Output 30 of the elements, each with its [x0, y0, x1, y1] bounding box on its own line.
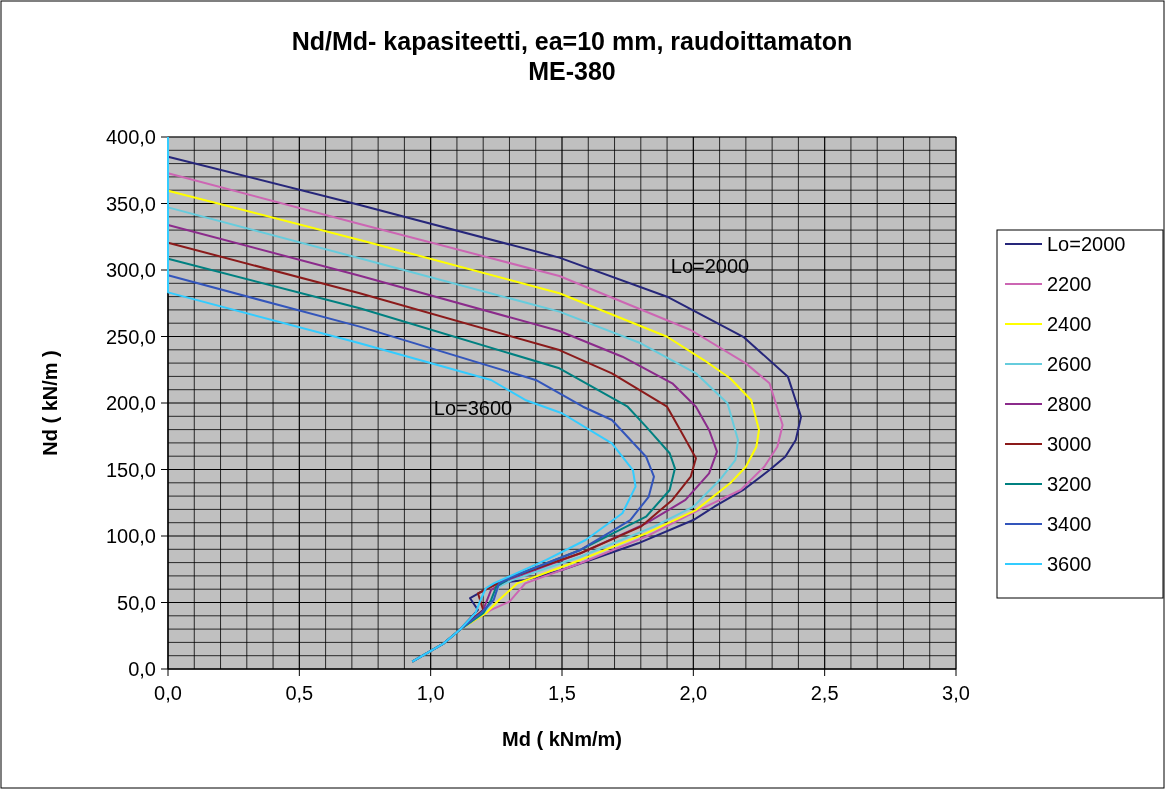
chart-subtitle: ME-380 [528, 57, 616, 85]
legend-label: 2600 [1047, 353, 1092, 375]
x-tick-label: 2,0 [679, 682, 708, 704]
x-tick-label: 0,5 [285, 682, 314, 704]
x-tick-label: 0,0 [154, 682, 182, 704]
line-series [167, 136, 637, 663]
legend-label: 2200 [1047, 273, 1092, 295]
y-tick-label: 250,0 [105, 325, 156, 348]
x-tick-label: 2,5 [810, 682, 839, 704]
y-tick-label: 350,0 [105, 192, 156, 215]
x-tick-label: 1,5 [548, 682, 576, 704]
legend-label: Lo=2000 [1047, 233, 1126, 255]
legend-label: 3600 [1047, 553, 1092, 575]
legend-label: 2400 [1047, 313, 1092, 335]
x-tick-label: 3,0 [942, 682, 970, 704]
y-axis-title: Nd ( kN/m ) [39, 350, 61, 456]
y-tick-label: 200,0 [105, 392, 156, 414]
y-tick-label: 300,0 [105, 259, 156, 281]
y-tick-label: 400,0 [105, 126, 156, 148]
chart-title: Nd/Md- kapasiteetti, ea=10 mm, raudoittamaton [291, 27, 853, 55]
y-tick-label: 100,0 [105, 525, 156, 547]
legend-label: 2800 [1047, 393, 1092, 415]
y-tick-label: 150,0 [105, 458, 156, 481]
legend-label: 3200 [1047, 473, 1092, 495]
x-axis-title: Md ( kNm/m) [502, 728, 622, 750]
legend-label: 3000 [1047, 433, 1092, 455]
y-tick-label: 50,0 [117, 591, 156, 614]
x-tick-label: 1,0 [416, 682, 445, 704]
y-tick-label: 0,0 [128, 658, 156, 680]
legend-label: 3400 [1047, 513, 1092, 535]
